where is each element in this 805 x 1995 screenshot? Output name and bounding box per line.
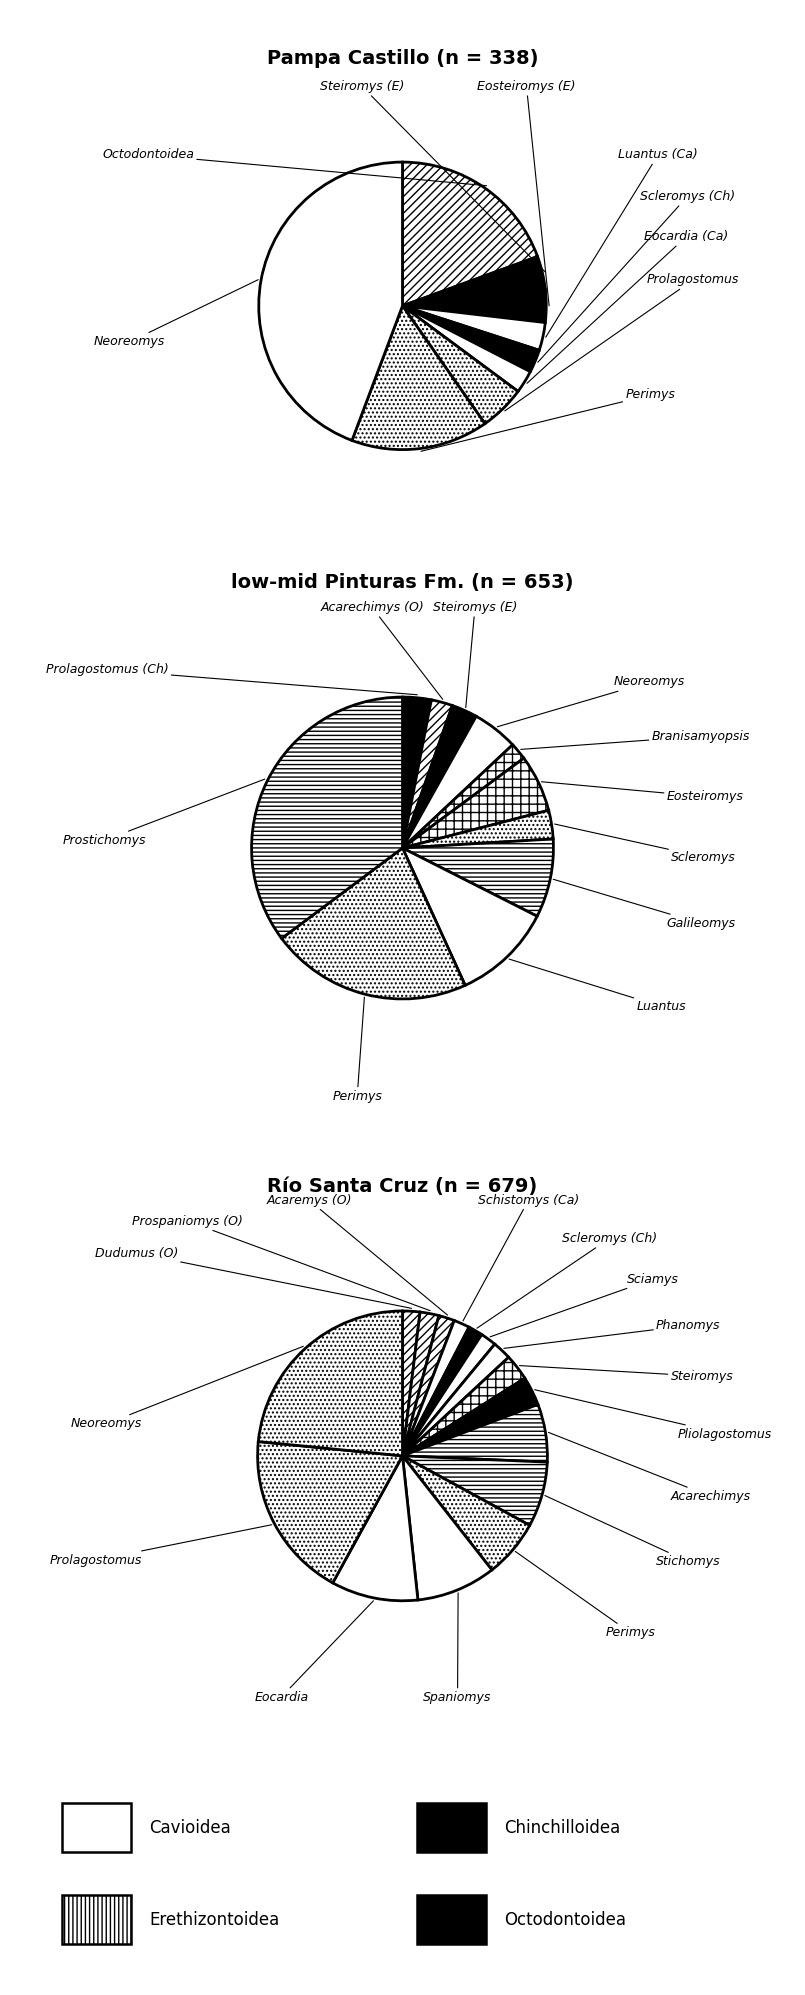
Text: Perimys: Perimys <box>515 1552 655 1640</box>
Text: Eocardia: Eocardia <box>254 1600 374 1704</box>
Wedge shape <box>402 700 452 848</box>
Wedge shape <box>258 162 402 441</box>
FancyBboxPatch shape <box>62 1803 130 1853</box>
FancyBboxPatch shape <box>417 1895 486 1943</box>
Text: Steiromys: Steiromys <box>519 1367 733 1383</box>
Text: Dudumus (O): Dudumus (O) <box>94 1247 411 1309</box>
Text: Perimys: Perimys <box>332 998 382 1103</box>
Text: Acaremys (O): Acaremys (O) <box>266 1193 448 1315</box>
Wedge shape <box>402 840 553 916</box>
Text: Prolagostomus: Prolagostomus <box>505 273 739 411</box>
Text: Steiromys (E): Steiromys (E) <box>320 80 545 271</box>
Text: Eosteiromys: Eosteiromys <box>542 782 744 804</box>
Text: low-mid Pinturas Fm. (n = 653): low-mid Pinturas Fm. (n = 653) <box>231 573 574 593</box>
Text: Acarechimys (O): Acarechimys (O) <box>320 600 443 700</box>
Wedge shape <box>402 305 530 391</box>
Text: Phanomys: Phanomys <box>504 1319 720 1349</box>
FancyBboxPatch shape <box>417 1803 486 1853</box>
Text: Luantus (Ca): Luantus (Ca) <box>546 148 698 337</box>
Text: Pliolagostomus: Pliolagostomus <box>535 1391 772 1440</box>
Text: Acarechimys: Acarechimys <box>548 1432 751 1502</box>
Wedge shape <box>402 1311 420 1456</box>
Wedge shape <box>402 810 553 848</box>
Text: Spaniomys: Spaniomys <box>423 1592 492 1704</box>
Text: Eocardia (Ca): Eocardia (Ca) <box>527 229 729 383</box>
Wedge shape <box>402 696 431 848</box>
Wedge shape <box>402 1456 547 1526</box>
Wedge shape <box>402 1357 525 1456</box>
Wedge shape <box>258 1311 402 1456</box>
Text: Perimys: Perimys <box>421 389 675 451</box>
Wedge shape <box>352 305 485 449</box>
Text: Galileomys: Galileomys <box>553 880 736 930</box>
Wedge shape <box>258 1442 402 1582</box>
Text: Neoreomys: Neoreomys <box>94 279 258 349</box>
Text: Chinchilloidea: Chinchilloidea <box>504 1819 620 1837</box>
Text: Octodontoidea: Octodontoidea <box>102 148 486 186</box>
Wedge shape <box>402 1321 469 1456</box>
FancyBboxPatch shape <box>62 1895 130 1943</box>
Wedge shape <box>402 1379 538 1456</box>
Text: Prolagostomus: Prolagostomus <box>49 1524 272 1566</box>
Text: Steiromys (E): Steiromys (E) <box>433 600 517 708</box>
Wedge shape <box>252 696 402 938</box>
Wedge shape <box>402 257 545 305</box>
Text: Eosteiromys (E): Eosteiromys (E) <box>477 80 576 305</box>
Text: Luantus: Luantus <box>509 960 686 1013</box>
Text: Prospaniomys (O): Prospaniomys (O) <box>132 1215 430 1311</box>
Text: Branisamyopsis: Branisamyopsis <box>521 730 750 750</box>
Text: Schistomys (Ca): Schistomys (Ca) <box>463 1193 579 1321</box>
Wedge shape <box>402 744 524 848</box>
Text: Neoreomys: Neoreomys <box>70 1347 303 1430</box>
Wedge shape <box>402 1335 495 1456</box>
Wedge shape <box>402 305 539 371</box>
Text: Scleromys (Ch): Scleromys (Ch) <box>538 190 735 363</box>
Text: Stichomys: Stichomys <box>545 1496 720 1568</box>
Wedge shape <box>402 305 545 351</box>
Wedge shape <box>402 1315 454 1456</box>
Text: Scleromys (Ch): Scleromys (Ch) <box>477 1233 657 1329</box>
Wedge shape <box>402 706 477 848</box>
Wedge shape <box>402 1313 439 1456</box>
Wedge shape <box>402 1345 509 1456</box>
Wedge shape <box>402 162 538 305</box>
Text: Prostichomys: Prostichomys <box>63 780 265 848</box>
Wedge shape <box>402 1456 530 1570</box>
Wedge shape <box>402 1456 492 1600</box>
Wedge shape <box>402 716 513 848</box>
Wedge shape <box>402 305 518 423</box>
Wedge shape <box>402 1404 547 1462</box>
Wedge shape <box>402 848 537 986</box>
Text: Cavioidea: Cavioidea <box>149 1819 231 1837</box>
Wedge shape <box>402 758 549 848</box>
Text: Prolagostomus (Ch): Prolagostomus (Ch) <box>46 664 417 694</box>
Text: Sciamys: Sciamys <box>490 1273 679 1337</box>
Text: Neoreomys: Neoreomys <box>497 676 685 726</box>
Text: Río Santa Cruz (n = 679): Río Santa Cruz (n = 679) <box>267 1177 538 1195</box>
Text: Erethizontoidea: Erethizontoidea <box>149 1911 279 1929</box>
Wedge shape <box>402 1327 481 1456</box>
Wedge shape <box>332 1456 418 1600</box>
Text: Scleromys: Scleromys <box>555 824 736 864</box>
Wedge shape <box>402 289 547 323</box>
Text: Pampa Castillo (n = 338): Pampa Castillo (n = 338) <box>266 50 539 68</box>
Wedge shape <box>282 848 465 999</box>
Text: Octodontoidea: Octodontoidea <box>504 1911 626 1929</box>
